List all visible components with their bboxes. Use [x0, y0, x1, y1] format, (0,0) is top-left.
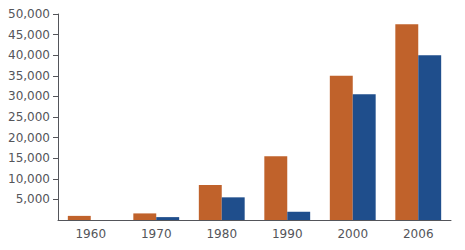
svg-text:2006: 2006 — [403, 227, 434, 241]
svg-text:45,000: 45,000 — [8, 28, 50, 42]
svg-text:50,000: 50,000 — [8, 7, 50, 21]
svg-text:35,000: 35,000 — [8, 69, 50, 83]
svg-text:30,000: 30,000 — [8, 89, 50, 103]
svg-text:1980: 1980 — [206, 227, 237, 241]
svg-text:25,000: 25,000 — [8, 110, 50, 124]
svg-text:20,000: 20,000 — [8, 131, 50, 145]
svg-text:1960: 1960 — [75, 227, 106, 241]
svg-text:10,000: 10,000 — [8, 172, 50, 186]
svg-text:1970: 1970 — [141, 227, 172, 241]
svg-text:15,000: 15,000 — [8, 151, 50, 165]
svg-text:2000: 2000 — [337, 227, 368, 241]
svg-text:40,000: 40,000 — [8, 48, 50, 62]
svg-text:1990: 1990 — [272, 227, 303, 241]
svg-text:5,000: 5,000 — [16, 192, 50, 206]
